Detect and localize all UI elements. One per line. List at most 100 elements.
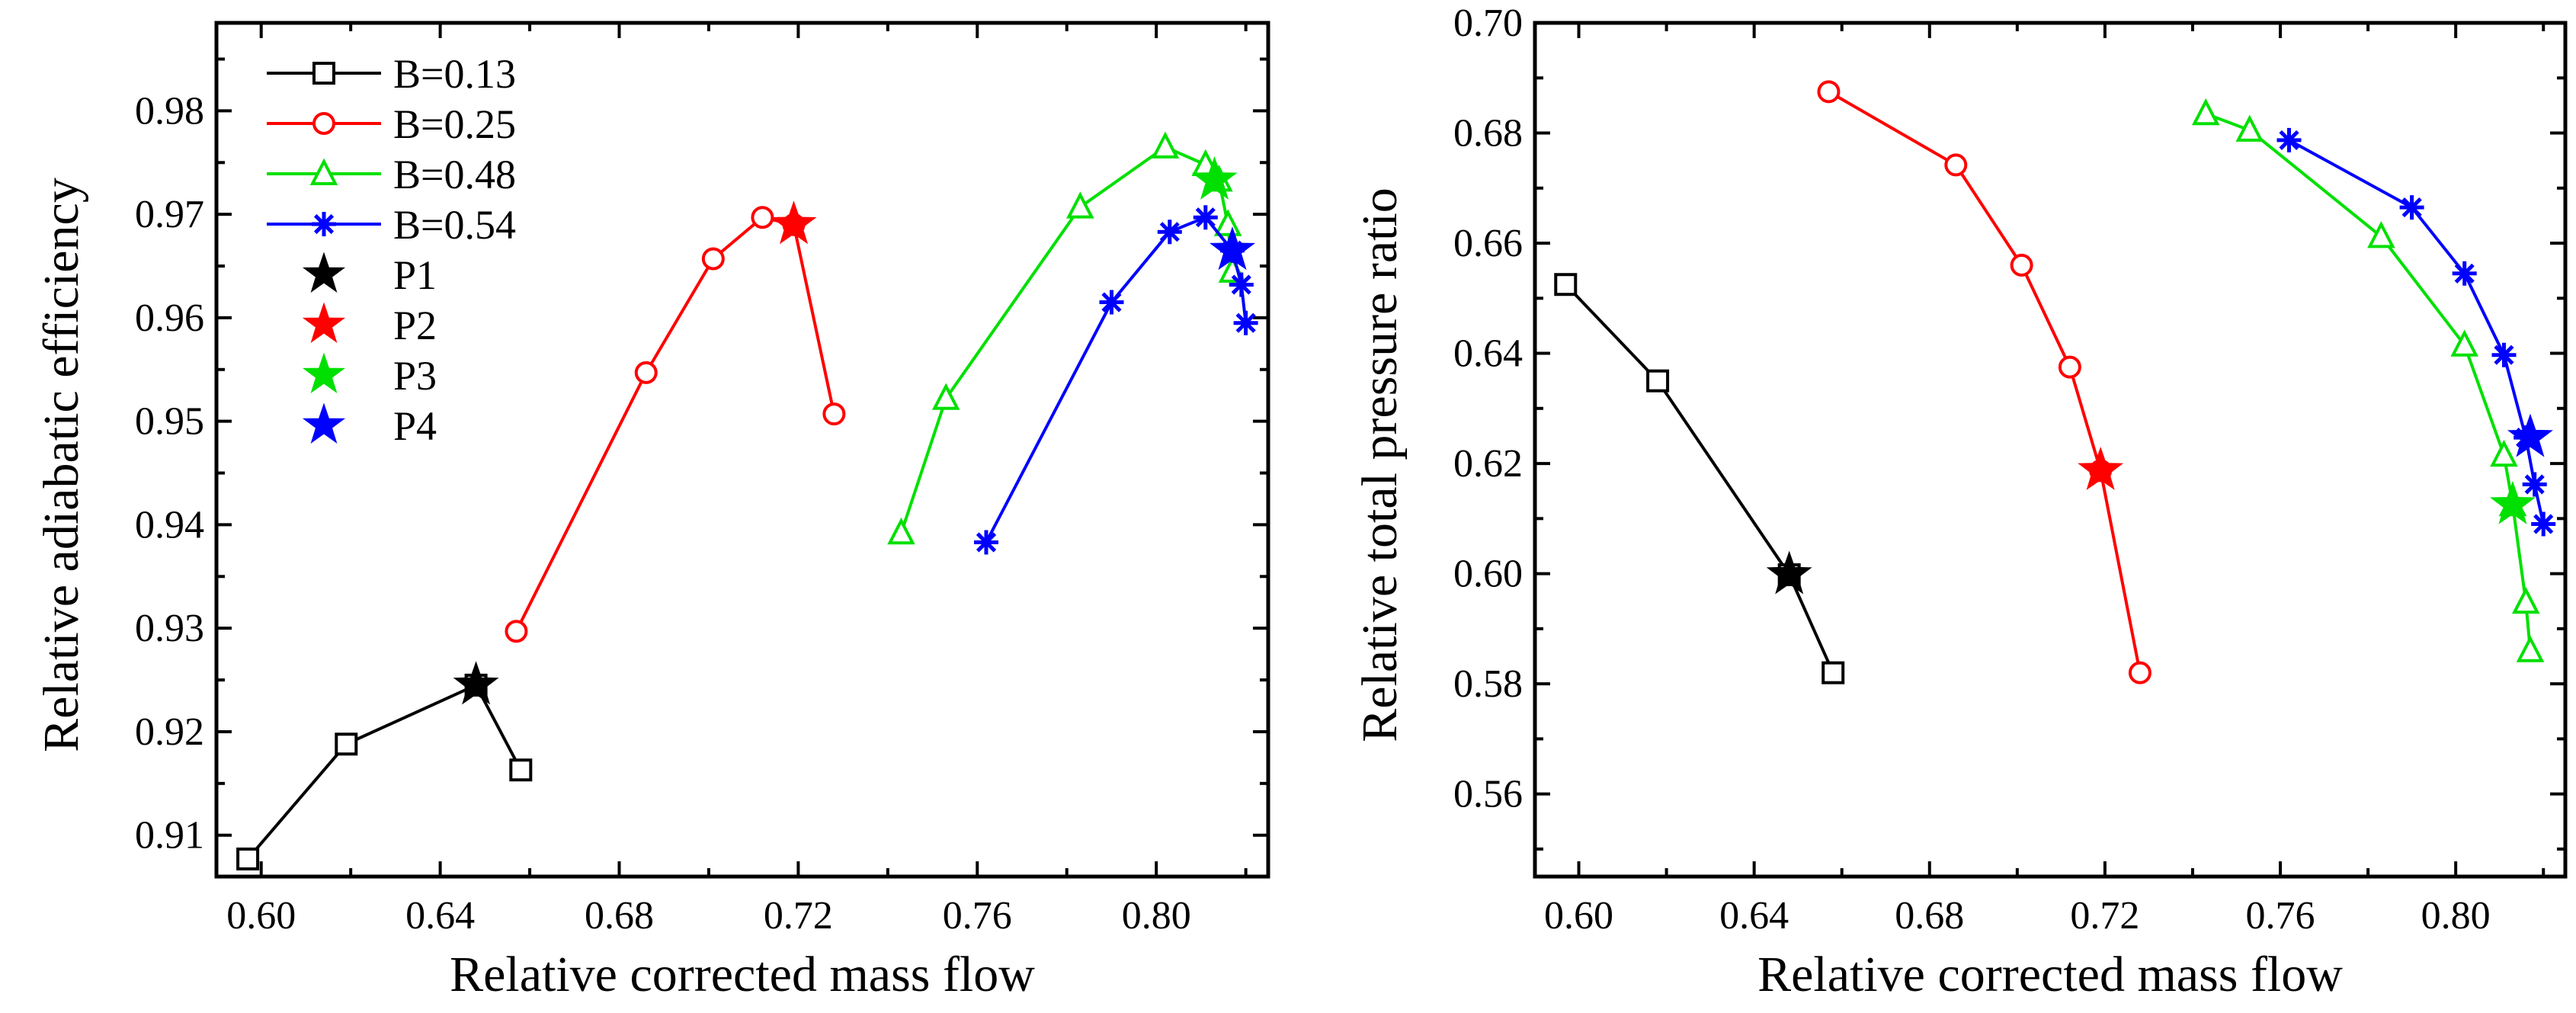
x-tick-label: 0.64 [1719, 894, 1789, 938]
x-tick-label: 0.60 [1544, 894, 1613, 938]
legend-star-P1 [302, 252, 346, 293]
data-point-B=0.48 [2191, 98, 2220, 126]
data-point-B=0.25 [1817, 80, 1841, 104]
y-tick-label: 0.97 [135, 193, 204, 236]
pressure-ratio-chart: 0.60 0.64 0.68 0.72 0.76 0.80 0.56 0.58 0.60 0.62… [1352, 2, 2568, 1002]
data-point-B=0.25 [751, 206, 774, 229]
legend-label-B=0.13: B=0.13 [393, 51, 516, 97]
legend-label-P2: P2 [393, 303, 437, 348]
series-line-B=0.13 [1564, 283, 1835, 674]
series-line-B=0.25 [1828, 90, 2142, 673]
efficiency-chart: 0.60 0.64 0.68 0.72 0.76 0.80 0.91 0.92 0.93 0.94… [34, 21, 1270, 1002]
design-point-P4 [2507, 413, 2553, 457]
data-point-B=0.48 [2511, 586, 2540, 614]
legend-label-B=0.48: B=0.48 [393, 152, 516, 197]
legend-star-P4 [302, 402, 346, 444]
legend-marker-B=0.13 [312, 62, 335, 85]
x-tick-label: 0.76 [2246, 894, 2315, 938]
data-point-B=0.13 [509, 758, 533, 782]
legend-label-P1: P1 [393, 252, 437, 298]
design-point-P3 [2489, 480, 2536, 524]
series-line-B=0.54 [985, 215, 1248, 543]
y-axis-label: Relative total pressure ratio [1352, 188, 1408, 742]
data-point-B=0.54 [1099, 290, 1124, 315]
plot-frame [214, 21, 1270, 879]
y-tick-label: 0.94 [135, 503, 204, 547]
legend-label-B=0.25: B=0.25 [393, 101, 516, 147]
design-point-P4 [1210, 226, 1256, 271]
y-tick-label: 0.68 [1453, 112, 1523, 155]
x-tick-label: 0.68 [1895, 894, 1964, 938]
data-point-B=0.25 [822, 402, 846, 426]
x-axis-label: Relative corrected mass flow [1757, 947, 2343, 1002]
data-point-B=0.54 [2531, 511, 2556, 537]
design-point-P1 [1766, 550, 1812, 595]
y-tick-label: 0.70 [1453, 2, 1523, 45]
data-point-B=0.48 [2490, 439, 2518, 467]
data-point-B=0.54 [2452, 261, 2477, 286]
data-point-B=0.54 [974, 530, 998, 555]
data-point-B=0.48 [2367, 221, 2395, 248]
design-point-P2 [771, 200, 817, 245]
y-tick-label: 0.95 [135, 400, 204, 444]
data-point-B=0.25 [1944, 153, 1968, 177]
x-tick-label: 0.80 [2421, 894, 2491, 938]
y-tick-label: 0.62 [1453, 442, 1523, 486]
legend-star-P3 [302, 352, 346, 393]
x-tick-label: 0.72 [764, 894, 833, 938]
data-point-B=0.54 [2276, 127, 2302, 152]
data-point-B=0.54 [2399, 195, 2424, 220]
x-tick-label: 0.76 [943, 894, 1012, 938]
legend-label-P4: P4 [393, 403, 437, 449]
design-point-P2 [2078, 446, 2124, 490]
y-tick-label: 0.96 [135, 297, 204, 340]
x-tick-label: 0.80 [1122, 894, 1191, 938]
x-tick-label: 0.64 [405, 894, 475, 938]
data-point-B=0.13 [1554, 273, 1578, 297]
legend-marker-B=0.54 [312, 212, 336, 236]
y-tick-label: 0.92 [135, 710, 204, 754]
legend-label-P3: P3 [393, 353, 437, 399]
data-point-B=0.48 [931, 383, 960, 410]
data-point-B=0.54 [2522, 472, 2547, 497]
data-point-B=0.25 [505, 620, 528, 643]
data-point-B=0.25 [2010, 253, 2033, 277]
data-point-B=0.48 [1066, 191, 1094, 219]
y-tick-label: 0.60 [1453, 553, 1523, 596]
series-line-B=0.48 [899, 145, 1234, 534]
data-point-B=0.54 [2491, 342, 2517, 367]
data-point-B=0.48 [887, 517, 915, 545]
series-line-B=0.13 [246, 683, 523, 861]
data-point-B=0.25 [2058, 355, 2081, 379]
x-tick-label: 0.68 [585, 894, 654, 938]
data-point-B=0.13 [1821, 661, 1845, 684]
series-line-B=0.48 [2205, 112, 2532, 651]
data-point-B=0.54 [1233, 310, 1258, 335]
data-point-B=0.48 [2235, 114, 2264, 142]
y-axis-label: Relative adiabatic efficiency [34, 178, 89, 752]
y-tick-label: 0.64 [1453, 332, 1523, 376]
legend-marker-B=0.48 [309, 158, 338, 185]
y-tick-label: 0.98 [135, 89, 204, 133]
design-point-P3 [1191, 155, 1238, 200]
data-point-B=0.48 [2516, 635, 2545, 662]
data-point-B=0.54 [1157, 220, 1182, 245]
data-point-B=0.48 [1151, 131, 1180, 159]
series-line-B=0.25 [514, 216, 836, 633]
data-point-B=0.54 [1193, 205, 1218, 230]
y-tick-label: 0.93 [135, 607, 204, 650]
data-point-B=0.13 [1646, 369, 1670, 393]
legend-label-B=0.54: B=0.54 [393, 202, 516, 248]
x-tick-label: 0.72 [2070, 894, 2139, 938]
data-point-B=0.25 [634, 361, 658, 384]
plot-frame [1533, 21, 2568, 879]
data-point-B=0.13 [335, 733, 358, 756]
x-tick-label: 0.60 [226, 894, 296, 938]
legend-marker-B=0.25 [312, 112, 335, 135]
y-tick-label: 0.91 [135, 814, 204, 858]
data-point-B=0.13 [236, 847, 260, 870]
legend-star-P2 [302, 302, 346, 343]
y-tick-label: 0.66 [1453, 222, 1523, 265]
